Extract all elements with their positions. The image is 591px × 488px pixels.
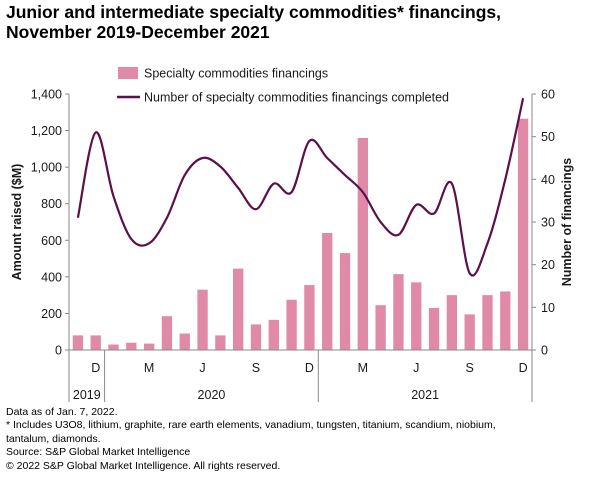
- note-copyright: © 2022 S&P Global Market Intelligence. A…: [6, 459, 281, 472]
- line-series: [76, 98, 525, 277]
- y-left-tick-label: 1,000: [31, 161, 62, 175]
- chart-title-line-2: November 2019-December 2021: [6, 22, 270, 42]
- y-left-tick-label: 800: [41, 197, 62, 211]
- legend: Specialty commodities financings Number …: [117, 67, 449, 105]
- x-year-label: 2020: [198, 388, 226, 402]
- legend-bar-swatch: [118, 67, 138, 79]
- bar: [179, 333, 190, 350]
- bar: [393, 274, 404, 350]
- y-right-tick-label: 10: [541, 301, 555, 315]
- x-month-label: D: [519, 361, 528, 375]
- footnotes: Data as of Jan. 7, 2022. * Includes U3O8…: [6, 406, 586, 473]
- x-month-label: S: [252, 361, 260, 375]
- bar: [357, 137, 368, 350]
- bar: [446, 295, 458, 350]
- bar: [126, 342, 137, 350]
- bar: [286, 299, 297, 350]
- y-axis-left: 0 200 400 600 800 1,000 1,200 1,400: [31, 88, 70, 358]
- y-right-tick-label: 60: [541, 88, 555, 102]
- x-axis: D M J S D M J S D 2019 2020 2021: [68, 349, 533, 402]
- x-year-label: 2021: [411, 388, 439, 402]
- y-left-tick-label: 400: [41, 270, 62, 284]
- y-left-tick-label: 0: [55, 344, 62, 358]
- bar-series: [72, 118, 529, 350]
- bar: [411, 282, 422, 350]
- bar: [108, 344, 119, 350]
- bar: [375, 305, 386, 350]
- x-month-label: S: [466, 361, 474, 375]
- y-left-tick-label: 1,400: [31, 88, 62, 102]
- y-right-tick-label: 40: [541, 173, 555, 187]
- x-month-label: D: [91, 361, 100, 375]
- bar: [322, 232, 333, 350]
- y-axis-right-title: Number of financings: [560, 158, 574, 287]
- chart-title-line-1: Junior and intermediate specialty commod…: [6, 2, 501, 22]
- bar: [464, 314, 475, 350]
- y-right-tick-label: 0: [541, 344, 548, 358]
- note-source: Source: S&P Global Market Intelligence: [6, 446, 191, 459]
- y-left-tick-label: 1,200: [31, 124, 62, 138]
- y-axis-right: 0 10 20 30 40 50 60: [531, 88, 555, 358]
- x-year-label: 2019: [73, 388, 101, 402]
- bar: [339, 253, 351, 350]
- bar: [215, 335, 226, 350]
- note-includes: * Includes U3O8, lithium, graphite, rare…: [6, 419, 496, 432]
- x-month-label: D: [305, 361, 314, 375]
- line-series-path: [76, 98, 525, 277]
- bar: [482, 295, 493, 350]
- y-right-tick-label: 50: [541, 130, 555, 144]
- y-left-tick-label: 600: [41, 234, 62, 248]
- bar: [197, 289, 208, 350]
- note-includes-cont: tantalum, diamonds.: [6, 432, 101, 445]
- y-axis-left-title: Amount raised ($M): [10, 164, 24, 281]
- bar: [250, 324, 262, 350]
- bar: [143, 343, 155, 350]
- bar: [304, 285, 315, 350]
- bar: [500, 291, 511, 350]
- y-left-tick-label: 200: [41, 307, 62, 321]
- note-data-as-of: Data as of Jan. 7, 2022.: [6, 406, 118, 418]
- y-right-tick-label: 20: [541, 258, 555, 272]
- bar: [90, 335, 101, 350]
- bar: [268, 319, 279, 350]
- bar: [72, 335, 84, 350]
- chart-title: Junior and intermediate specialty commod…: [6, 2, 586, 42]
- bar: [517, 118, 529, 350]
- x-month-label: M: [144, 361, 154, 375]
- x-month-label: J: [413, 361, 419, 375]
- bar: [233, 268, 244, 350]
- x-month-label: J: [199, 361, 205, 375]
- y-right-tick-label: 30: [541, 216, 555, 230]
- x-month-label: M: [358, 361, 368, 375]
- bar: [428, 307, 440, 350]
- bar: [161, 316, 173, 350]
- legend-line-label: Number of specialty commodities financin…: [144, 91, 449, 105]
- legend-bar-label: Specialty commodities financings: [144, 67, 328, 81]
